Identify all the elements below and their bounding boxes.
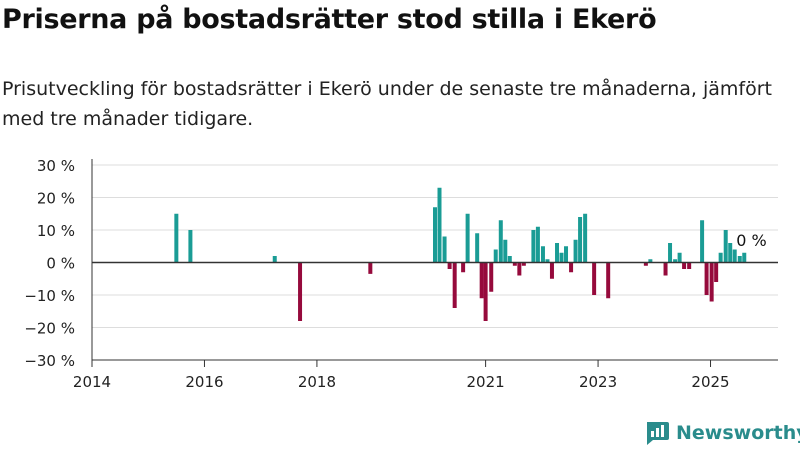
bar: [687, 262, 692, 269]
bar: [742, 252, 747, 263]
y-tick-label: −30 %: [24, 352, 75, 370]
bar: [535, 226, 540, 263]
bar: [592, 262, 597, 295]
bar: [531, 230, 536, 263]
bar: [272, 256, 277, 263]
bar: [433, 207, 437, 263]
brand-name: Newsworthy: [676, 422, 800, 444]
bar: [700, 220, 705, 263]
bar: [489, 262, 494, 292]
page-title: Priserna på bostadsrätter stod stilla i …: [2, 4, 657, 35]
bar: [475, 233, 480, 263]
bar: [545, 259, 550, 263]
bar: [663, 262, 668, 276]
bar: [732, 249, 737, 263]
bar: [718, 252, 723, 263]
bar-chart: −30 % −20 % −10 % 0 % 10 % 20 % 30 % 2014 2016 20…: [24, 157, 778, 391]
bar: [517, 262, 522, 276]
x-tick-label: 2014: [73, 373, 111, 391]
bar: [564, 246, 569, 263]
bar: [555, 243, 560, 263]
bar: [648, 259, 653, 263]
bar: [442, 236, 447, 263]
bar: [483, 262, 488, 321]
bar: [465, 213, 470, 263]
bar: [540, 246, 545, 263]
newsworthy-logo-icon: [647, 422, 669, 445]
bar: [673, 259, 678, 263]
bar: [437, 187, 442, 263]
bar: [682, 262, 687, 269]
bar: [573, 239, 578, 263]
bar: [583, 213, 588, 263]
bar: [188, 230, 193, 263]
x-tick-label: 2016: [185, 373, 223, 391]
x-tick-label: 2018: [298, 373, 336, 391]
y-tick-label: 20 %: [37, 190, 75, 208]
bar: [559, 252, 564, 263]
bar: [714, 262, 719, 282]
bar: [298, 262, 303, 321]
bar: [709, 262, 714, 302]
bar: [668, 243, 673, 263]
y-tick-label: −10 %: [24, 287, 75, 305]
bar: [728, 243, 733, 263]
bar: [521, 262, 526, 266]
y-tick-label: −20 %: [24, 320, 75, 338]
bar: [452, 262, 457, 308]
y-tick-label: 30 %: [37, 157, 75, 175]
bar: [498, 220, 503, 263]
latest-value-label: 0 %: [736, 231, 766, 250]
bar: [606, 262, 611, 299]
bar: [479, 262, 484, 299]
bar: [503, 239, 508, 263]
bar: [723, 230, 728, 263]
bar: [507, 256, 512, 263]
bar: [447, 262, 452, 269]
bar: [368, 262, 373, 274]
x-tick-label: 2023: [579, 373, 617, 391]
bar: [549, 262, 554, 279]
bar: [677, 252, 682, 263]
page-subtitle: Prisutveckling för bostadsrätter i Ekerö…: [2, 78, 773, 130]
bar: [569, 262, 574, 273]
bar: [737, 256, 742, 263]
x-tick-label: 2021: [467, 373, 505, 391]
bar: [643, 262, 648, 266]
newsworthy-logo: Newsworthy: [644, 420, 800, 446]
bar: [512, 262, 517, 266]
y-tick-label: 0 %: [46, 255, 75, 273]
y-tick-label: 10 %: [37, 222, 75, 240]
bar: [493, 249, 498, 263]
bar: [578, 217, 583, 263]
bar: [704, 262, 709, 295]
x-tick-label: 2025: [691, 373, 729, 391]
bar: [461, 262, 466, 273]
bar: [174, 213, 179, 263]
